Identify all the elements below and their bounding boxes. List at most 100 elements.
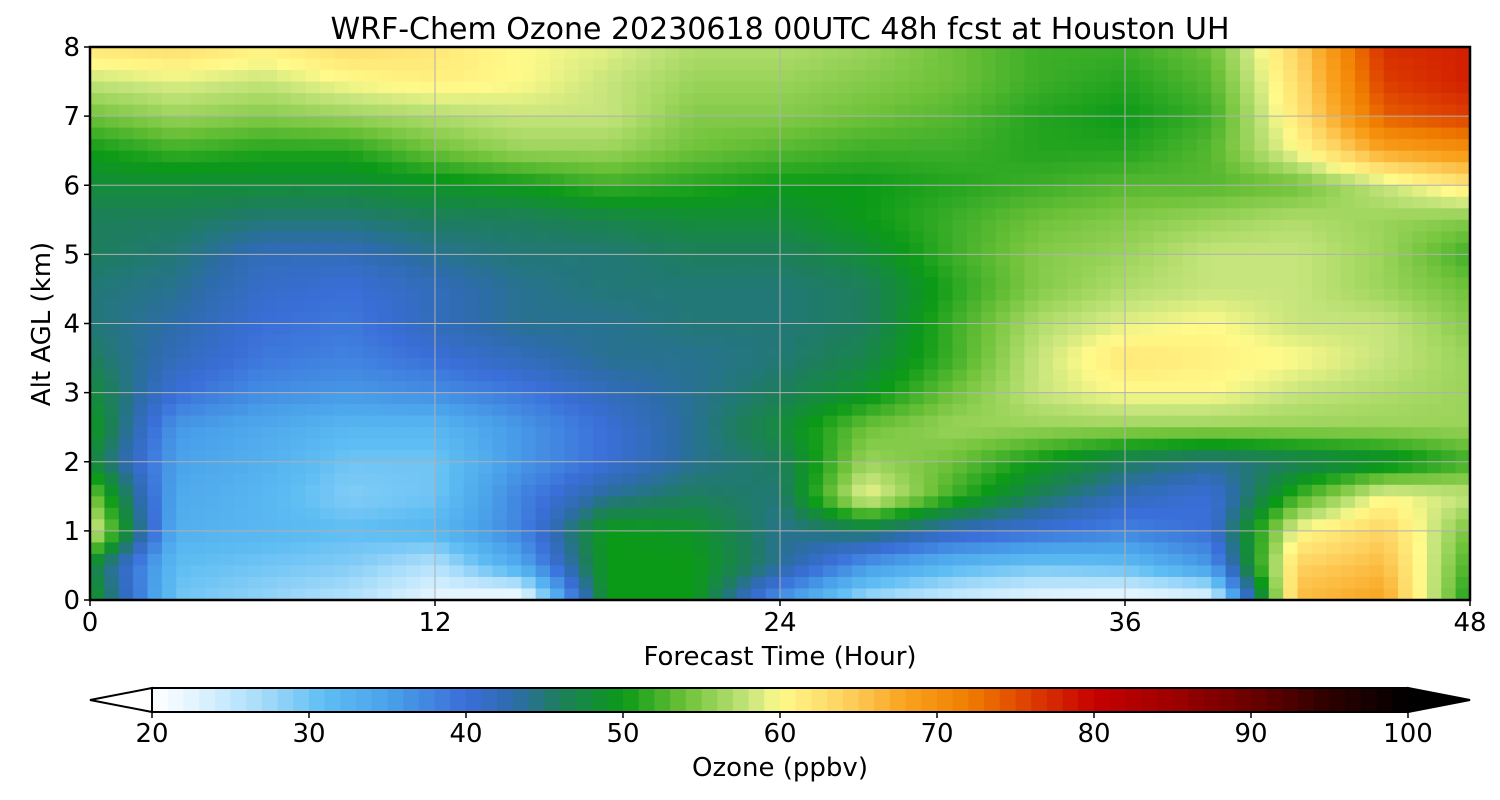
- heatmap-cell: [708, 415, 724, 428]
- heatmap-cell: [233, 219, 249, 232]
- heatmap-cell: [190, 427, 206, 440]
- heatmap-cell: [104, 358, 120, 371]
- heatmap-cell: [1010, 70, 1025, 83]
- heatmap-cell: [780, 450, 795, 463]
- heatmap-cell: [1240, 484, 1255, 497]
- heatmap-cell: [1067, 47, 1083, 60]
- heatmap-cell: [1355, 576, 1370, 590]
- heatmap-cell: [923, 311, 939, 325]
- heatmap-cell: [1383, 381, 1399, 394]
- heatmap-cell: [938, 127, 954, 140]
- heatmap-cell: [823, 58, 839, 71]
- heatmap-cell: [1024, 542, 1040, 555]
- heatmap-cell: [794, 346, 810, 359]
- heatmap-cell: [1426, 185, 1442, 198]
- heatmap-cell: [1081, 461, 1097, 474]
- heatmap-cell: [190, 553, 206, 567]
- heatmap-cell: [607, 450, 623, 463]
- heatmap-cell: [1311, 369, 1327, 382]
- heatmap-cell: [1024, 231, 1040, 244]
- heatmap-cell: [506, 358, 522, 371]
- heatmap-cell: [1240, 519, 1255, 532]
- heatmap-cell: [1441, 335, 1457, 348]
- heatmap-cell: [334, 93, 350, 106]
- heatmap-cell: [1326, 358, 1342, 371]
- heatmap-cell: [262, 173, 278, 186]
- heatmap-cell: [1254, 150, 1270, 163]
- heatmap-cell: [1125, 277, 1140, 290]
- heatmap-cell: [1096, 461, 1112, 474]
- heatmap-cell: [1441, 484, 1457, 497]
- heatmap-cell: [938, 288, 954, 302]
- heatmap-cell: [1268, 542, 1284, 555]
- heatmap-cell: [104, 404, 120, 417]
- heatmap-cell: [233, 461, 249, 474]
- heatmap-cell: [1240, 265, 1255, 279]
- heatmap-cell: [248, 381, 264, 394]
- heatmap-cell: [794, 277, 810, 290]
- heatmap-cell: [133, 404, 149, 417]
- heatmap-cell: [1139, 162, 1155, 175]
- heatmap-cell: [593, 47, 609, 60]
- heatmap-cell: [449, 219, 465, 232]
- heatmap-cell: [938, 323, 954, 336]
- heatmap-cell: [1038, 288, 1054, 302]
- heatmap-cell: [420, 427, 436, 440]
- heatmap-cell: [1053, 150, 1069, 163]
- heatmap-cell: [1225, 519, 1241, 532]
- heatmap-cell: [104, 392, 120, 405]
- heatmap-cell: [1110, 323, 1126, 336]
- heatmap-cell: [1254, 127, 1270, 140]
- heatmap-cell: [1311, 254, 1327, 267]
- heatmap-cell: [880, 358, 896, 371]
- heatmap-cell: [952, 231, 968, 244]
- heatmap-cell: [1168, 104, 1184, 117]
- heatmap-cell: [1168, 127, 1184, 140]
- heatmap-cell: [578, 507, 594, 520]
- heatmap-cell: [449, 311, 465, 325]
- heatmap-cell: [1398, 415, 1414, 428]
- heatmap-cell: [895, 542, 910, 555]
- heatmap-cell: [1240, 300, 1255, 313]
- heatmap-cell: [506, 565, 522, 578]
- heatmap-cell: [161, 496, 177, 509]
- heatmap-cell: [90, 70, 105, 83]
- heatmap-cell: [895, 150, 910, 163]
- heatmap-cell: [1024, 208, 1040, 221]
- heatmap-cell: [1125, 219, 1140, 232]
- heatmap-cell: [1139, 358, 1155, 371]
- heatmap-cell: [1426, 81, 1442, 94]
- heatmap-cell: [765, 484, 781, 497]
- heatmap-cell: [305, 185, 321, 198]
- heatmap-cell: [765, 162, 781, 175]
- heatmap-cell: [1254, 277, 1270, 290]
- heatmap-cell: [966, 565, 982, 578]
- heatmap-cell: [147, 323, 163, 336]
- heatmap-cell: [679, 81, 695, 94]
- heatmap-cell: [1369, 127, 1385, 140]
- heatmap-cell: [161, 81, 177, 94]
- heatmap-cell: [1383, 70, 1399, 83]
- heatmap-cell: [233, 542, 249, 555]
- heatmap-cell: [535, 369, 551, 382]
- heatmap-cell: [391, 484, 407, 497]
- heatmap-cell: [1340, 323, 1356, 336]
- heatmap-cell: [435, 173, 450, 186]
- heatmap-cell: [334, 381, 350, 394]
- heatmap-cell: [1240, 150, 1255, 163]
- heatmap-cell: [435, 139, 450, 152]
- heatmap-cell: [1369, 208, 1385, 221]
- heatmap-cell: [607, 231, 623, 244]
- heatmap-cell: [118, 392, 134, 405]
- heatmap-cell: [161, 162, 177, 175]
- heatmap-cell: [1340, 104, 1356, 117]
- heatmap-cell: [1412, 427, 1428, 440]
- heatmap-cell: [406, 104, 422, 117]
- heatmap-cell: [966, 173, 982, 186]
- heatmap-cell: [262, 58, 278, 71]
- heatmap-cell: [262, 588, 278, 601]
- heatmap-cell: [348, 265, 364, 279]
- heatmap-cell: [291, 277, 307, 290]
- heatmap-cell: [305, 484, 321, 497]
- heatmap-cell: [823, 565, 839, 578]
